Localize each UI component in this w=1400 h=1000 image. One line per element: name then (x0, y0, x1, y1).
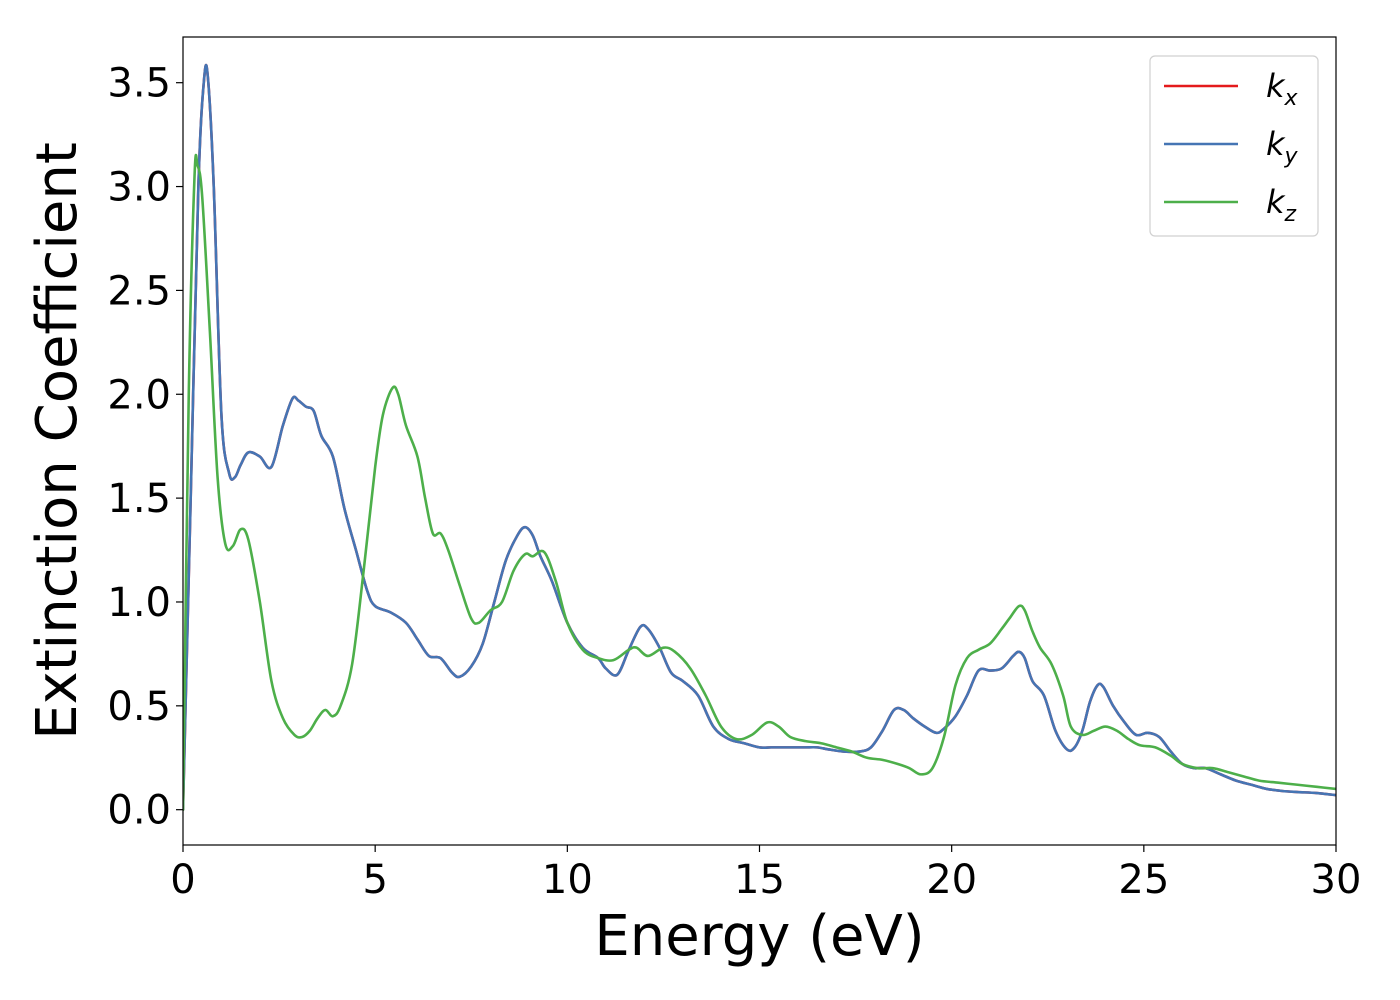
y-axis-ticks: 0.0 0.5 1.0 1.5 2.0 2.5 3.0 3.5 (107, 61, 183, 834)
legend-label-base: k (1266, 125, 1286, 163)
legend-label-subscript: x (1284, 86, 1299, 111)
x-tick-label: 10 (542, 857, 593, 903)
x-axis-title: Energy (eV) (594, 904, 924, 969)
y-axis-title: Extinction Coefficient (25, 142, 90, 740)
series-line-y (183, 63, 1336, 811)
series-layer (183, 63, 1336, 811)
x-tick-label: 15 (734, 857, 785, 903)
legend-label-subscript: z (1284, 202, 1297, 227)
series-line-z (183, 153, 1336, 811)
y-tick-label: 1.0 (107, 580, 171, 626)
y-tick-label: 2.0 (107, 372, 171, 418)
legend-label-z: kz (1266, 183, 1297, 227)
x-tick-label: 5 (362, 857, 387, 903)
x-tick-label: 0 (170, 857, 195, 903)
legend-label-subscript: y (1284, 144, 1299, 169)
y-tick-label: 0.5 (107, 684, 171, 730)
y-tick-label: 3.5 (107, 61, 171, 107)
legend-label-base: k (1266, 67, 1286, 105)
x-axis-ticks: 0 5 10 15 20 25 30 (170, 845, 1361, 903)
y-tick-label: 1.5 (107, 476, 171, 522)
y-tick-label: 3.0 (107, 165, 171, 211)
legend-label-y: ky (1266, 125, 1299, 169)
legend-label-x: kx (1266, 67, 1299, 111)
y-tick-label: 2.5 (107, 268, 171, 314)
y-tick-label: 0.0 (107, 788, 171, 834)
x-tick-label: 20 (926, 857, 977, 903)
x-tick-label: 30 (1311, 857, 1362, 903)
x-tick-label: 25 (1118, 857, 1169, 903)
legend-label-base: k (1266, 183, 1286, 221)
legend-box (1149, 55, 1319, 237)
plot-area (182, 36, 1337, 846)
